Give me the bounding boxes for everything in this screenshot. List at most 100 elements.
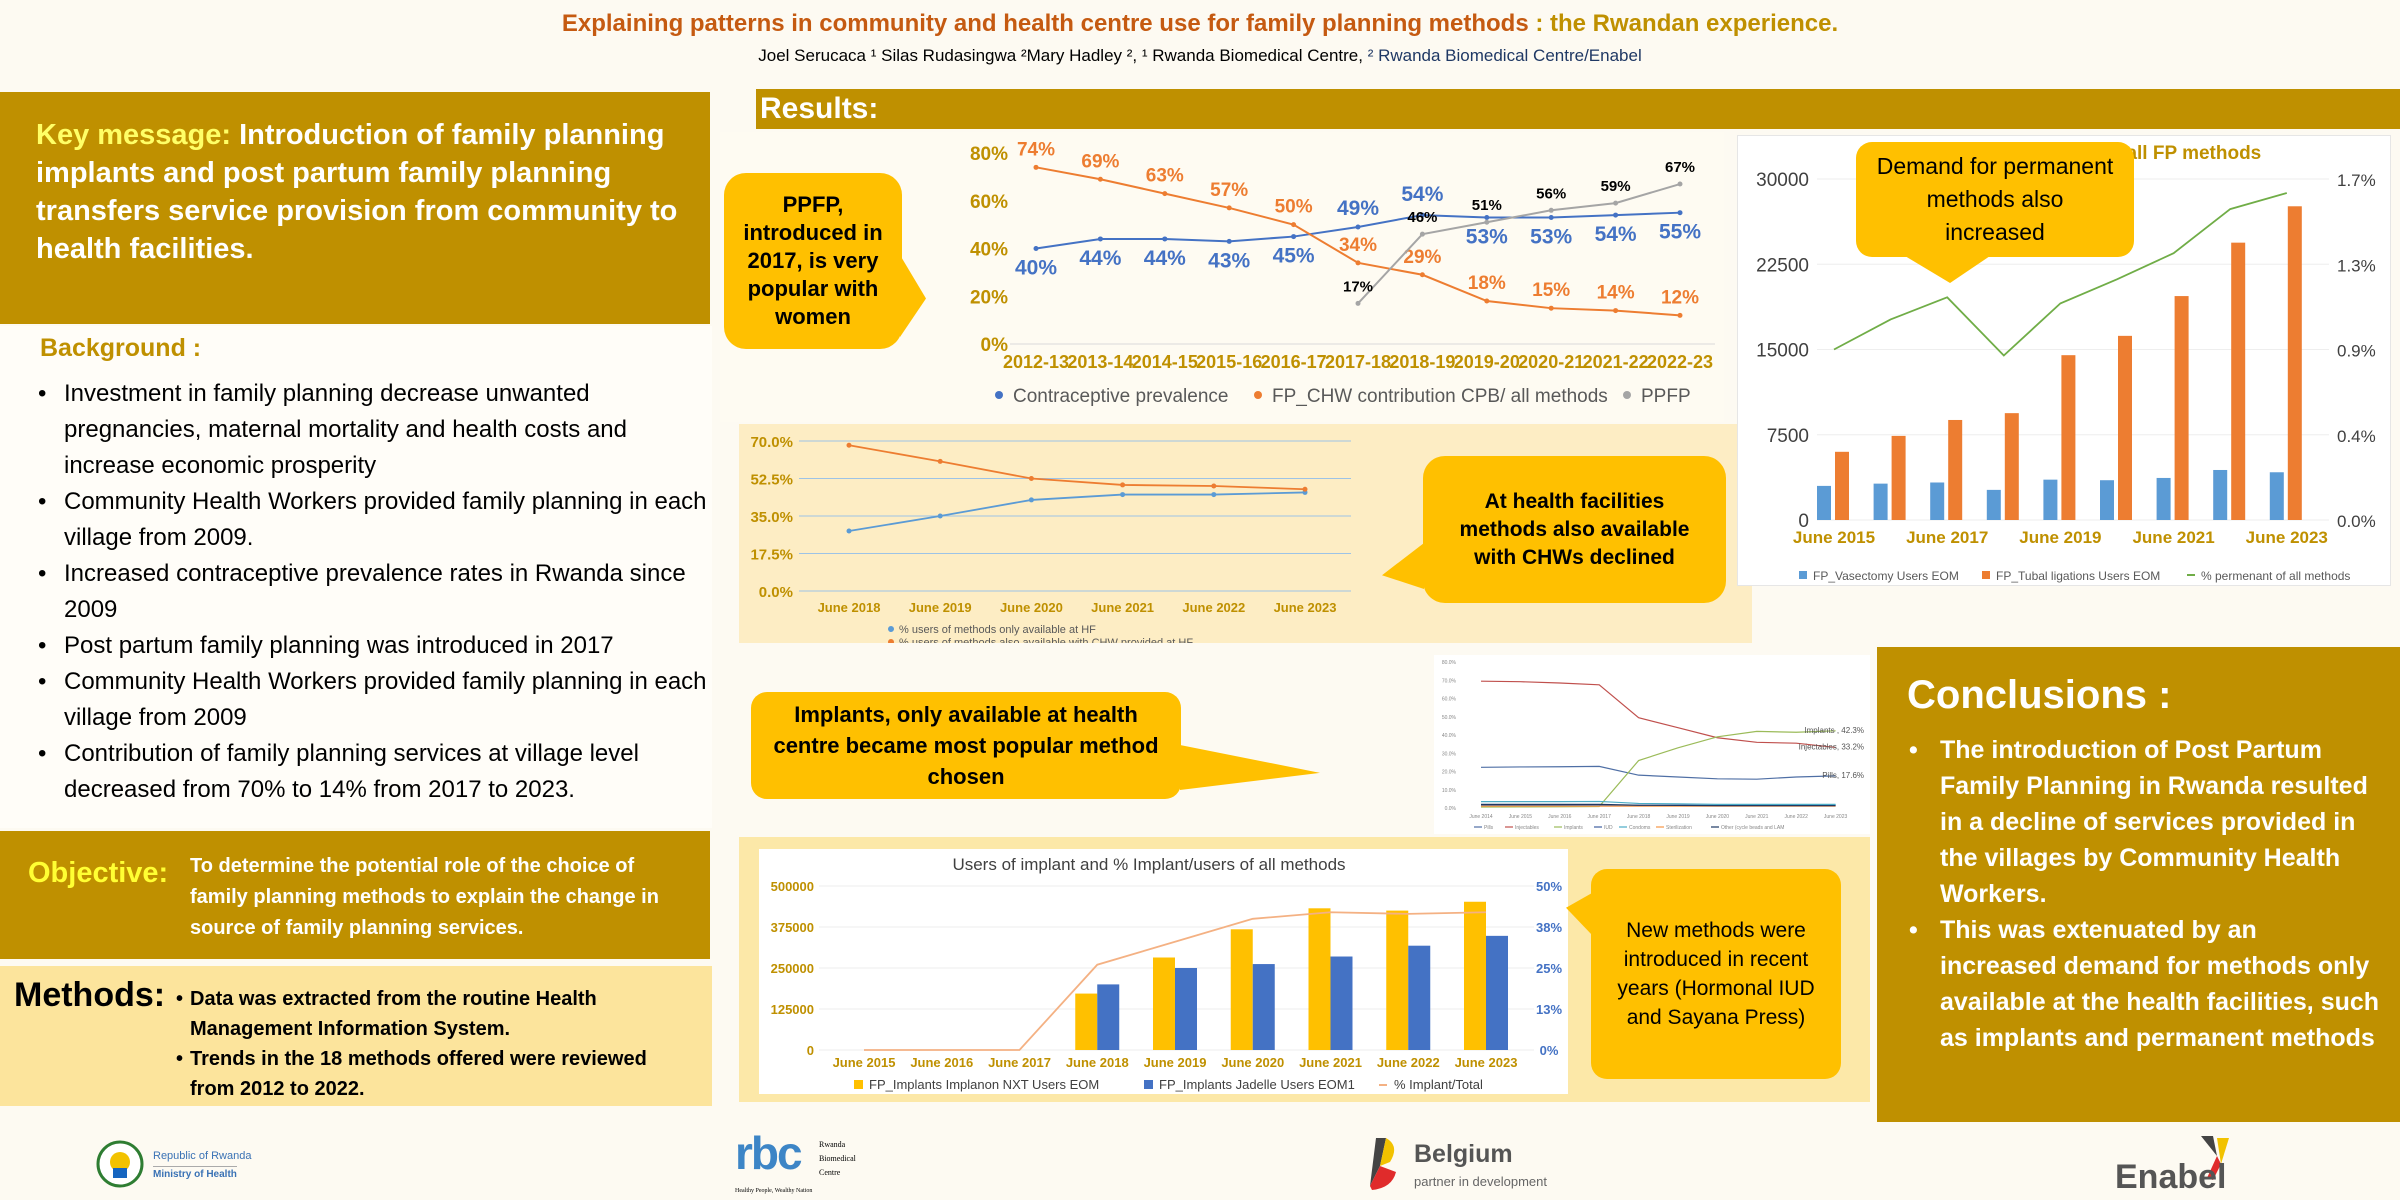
bar-jadelle <box>1252 964 1275 1050</box>
data-label: 17% <box>1343 278 1373 295</box>
bar-jadelle <box>1330 956 1353 1050</box>
bar-tubal-ligation <box>2118 335 2132 520</box>
series-0-line-point <box>1484 214 1490 220</box>
y-tick-label: 80% <box>970 144 1008 165</box>
x-tick-label: June 2022 <box>1377 1055 1440 1070</box>
key-message-box: Key message: Introduction of family plan… <box>0 92 710 324</box>
enabel-name: Enabel <box>2115 1158 2227 1196</box>
x-tick-label: June 2021 <box>1745 814 1769 820</box>
x-tick-label: June 2023 <box>2246 528 2328 547</box>
series-percent-permanent-line <box>1833 192 2288 357</box>
y-tick-label: 7500 <box>1767 426 1809 447</box>
x-tick-label: June 2015 <box>1509 814 1533 820</box>
legend-marker <box>854 1080 863 1089</box>
series-0-line <box>848 491 1306 532</box>
x-tick-label: June 2016 <box>1548 814 1572 820</box>
legend-label: % users of methods only available at HF <box>899 624 1096 636</box>
legend-marker <box>1144 1080 1153 1089</box>
legend-label: PPFP <box>1641 386 1691 407</box>
series-0-line-point <box>1419 212 1425 218</box>
key-message-label: Key message: <box>36 119 232 151</box>
y2-tick-label: 38% <box>1536 920 1562 935</box>
bar-vasectomy <box>2269 472 2284 520</box>
rbc-line3: Centre <box>819 1168 841 1177</box>
bar-implanon <box>1386 910 1409 1050</box>
bar-tubal-ligation <box>1891 435 1906 520</box>
data-label: 34% <box>1339 235 1377 256</box>
series-0-line-point <box>1677 210 1683 216</box>
y-tick-label: 20.0% <box>1442 770 1457 776</box>
data-label: 54% <box>1401 183 1443 206</box>
belgium-tagline: partner in development <box>1414 1174 1547 1189</box>
series-1-line-point <box>1211 483 1217 489</box>
x-tick-label: June 2015 <box>1793 528 1875 547</box>
legend-label: % permenant of all methods <box>2201 569 2350 583</box>
data-label: 55% <box>1659 221 1701 244</box>
series-1-line-point <box>1355 260 1361 266</box>
data-label: 49% <box>1337 197 1379 220</box>
series-0-line-point <box>937 513 943 519</box>
results-header: Results: <box>756 89 2400 129</box>
background-heading: Background : <box>40 334 202 362</box>
conclusions-item: The introduction of Post Partum Family P… <box>1907 732 2380 912</box>
legend-label: Implants <box>1564 825 1583 831</box>
legend-label: Injectables <box>1515 825 1539 831</box>
legend-marker <box>1982 571 1990 579</box>
bar-implanon <box>1230 929 1253 1050</box>
bar-tubal-ligation <box>2174 296 2189 520</box>
series-0-line-point <box>1211 492 1217 498</box>
series-1-line-point <box>1677 312 1683 318</box>
x-tick-label: 2013-14 <box>1067 352 1133 372</box>
legend-label: Other (cycle beads and LAM <box>1721 825 1784 831</box>
legend-marker <box>1799 571 1807 579</box>
bar-vasectomy <box>1930 482 1945 520</box>
x-tick-label: June 2019 <box>1144 1055 1207 1070</box>
legend-label: FP_CHW contribution CPB/ all methods <box>1272 386 1608 407</box>
data-label: 29% <box>1403 247 1441 268</box>
data-label: 57% <box>1210 180 1248 201</box>
data-label: 56% <box>1536 185 1566 202</box>
methods-box: Methods: Data was extracted from the rou… <box>0 966 712 1106</box>
data-label: 44% <box>1079 247 1121 270</box>
x-tick-label: June 2021 <box>1091 600 1154 615</box>
y-tick-label: 60.0% <box>1442 697 1457 703</box>
y-tick-label: 22500 <box>1756 255 1809 276</box>
bar-vasectomy <box>2043 479 2058 520</box>
bar-tubal-ligation <box>2287 206 2302 520</box>
series-2-line-point <box>1677 181 1683 187</box>
methods-item: Data was extracted from the routine Heal… <box>176 984 696 1044</box>
rwanda-logo-line1: Republic of Rwanda <box>153 1150 252 1162</box>
x-tick-label: 2015-16 <box>1196 352 1262 372</box>
legend-label: Sterilization <box>1666 825 1692 831</box>
y2-tick-label: 50% <box>1536 879 1562 894</box>
legend-label: Pills <box>1484 825 1494 831</box>
legend-marker <box>995 391 1003 399</box>
bar-vasectomy <box>1817 485 1831 520</box>
data-label: 50% <box>1275 197 1313 218</box>
enabel-logo: Enabel <box>2115 1134 2255 1200</box>
series-2-line <box>1357 183 1681 305</box>
background-list: Investment in family planning decrease u… <box>38 376 710 808</box>
y-tick-label: 15000 <box>1756 341 1809 362</box>
y-tick-label: 125000 <box>771 1002 814 1017</box>
bar-jadelle <box>1408 945 1431 1050</box>
data-label: 15% <box>1532 280 1570 301</box>
rwanda-seal-icon <box>96 1140 144 1188</box>
series-0-line-point <box>1028 497 1034 503</box>
series-1-line-point <box>1548 305 1554 311</box>
authors: Joel Serucaca ¹ Silas Rudasingwa ²Mary H… <box>758 46 1368 65</box>
rbc-wordmark: rbc <box>735 1126 803 1180</box>
legend-marker <box>1254 391 1262 399</box>
data-label: 53% <box>1466 225 1508 248</box>
poster-title: Explaining patterns in community and hea… <box>0 10 2400 38</box>
background-item: Community Health Workers provided family… <box>38 664 710 736</box>
series-0-line-point <box>1226 238 1232 244</box>
bar-implanon <box>1075 993 1098 1050</box>
series-pills-line <box>1480 765 1836 780</box>
callout-demand: Demand for permanent methods also increa… <box>1856 142 2134 257</box>
legend-label: Contraceptive prevalence <box>1013 386 1228 407</box>
rbc-tagline: Healthy People, Wealthy Nation <box>735 1188 813 1194</box>
bar-vasectomy <box>1986 489 2001 520</box>
series-1-line-point <box>1302 486 1308 492</box>
series-2-line-point <box>1355 300 1361 306</box>
